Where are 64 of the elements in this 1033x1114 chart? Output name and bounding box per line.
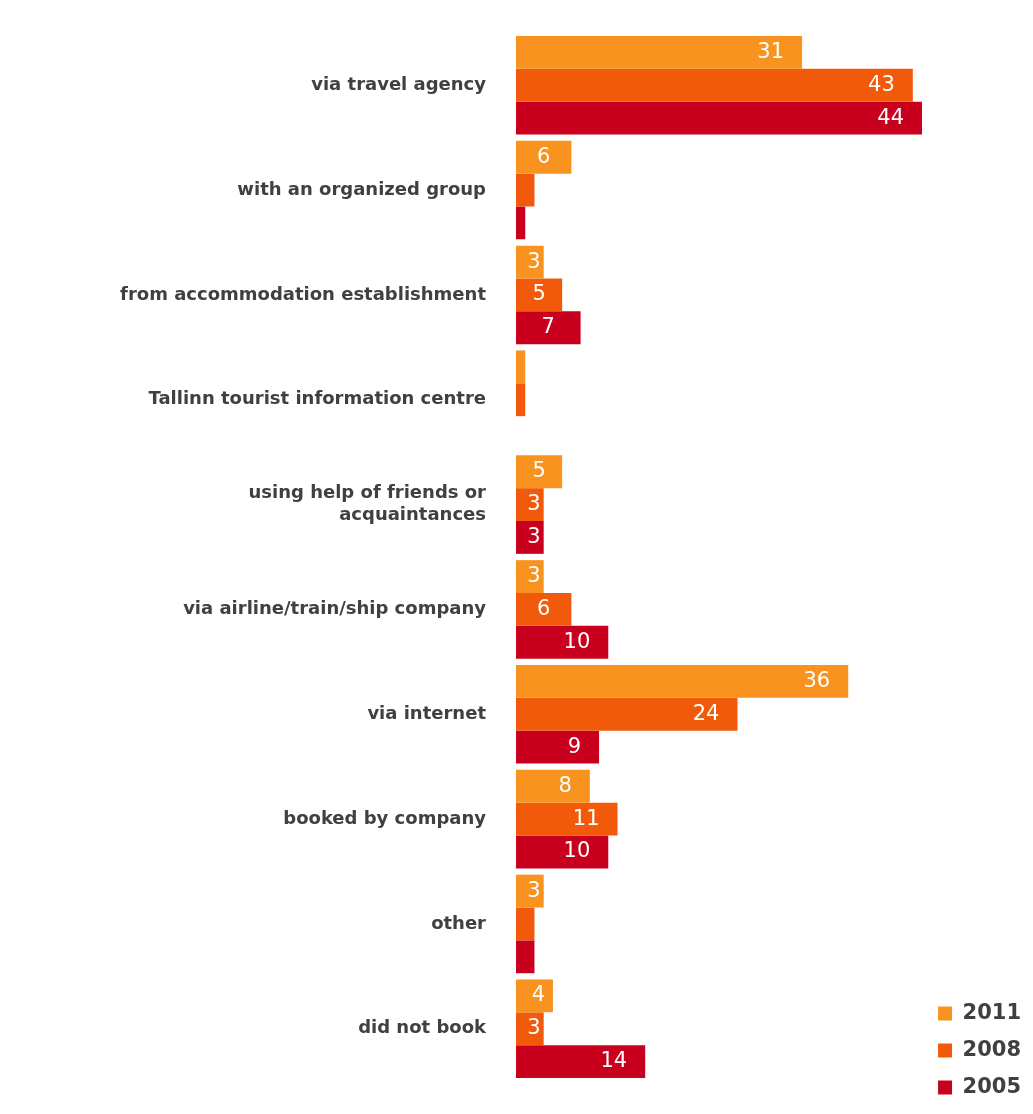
bar: [516, 206, 526, 240]
y-tick-label: from accommodation establishment: [120, 282, 487, 304]
data-label: 5: [532, 458, 546, 483]
bar: [516, 730, 600, 764]
y-tick-label: did not book: [358, 1016, 488, 1038]
data-label: 6: [537, 595, 551, 620]
data-label: 24: [692, 700, 720, 725]
bar: [516, 521, 544, 554]
data-label: 8: [558, 772, 572, 797]
data-label: 4: [531, 982, 546, 1007]
bar: [516, 593, 572, 626]
data-label: 31: [757, 38, 785, 63]
data-label: 3: [527, 523, 541, 548]
data-label: 36: [803, 667, 831, 692]
bar: [516, 1045, 646, 1079]
bar: [516, 140, 572, 174]
bar: [516, 560, 544, 593]
bar: [516, 907, 535, 941]
data-label: 3: [527, 491, 541, 516]
legend-label: 2011: [962, 999, 1022, 1024]
bar: [516, 835, 609, 869]
data-label: 5: [532, 281, 546, 306]
bar: [516, 769, 590, 803]
y-tick-label: via internet: [367, 701, 487, 723]
data-label: 3: [527, 563, 541, 588]
y-tick-label: via travel agency: [311, 72, 487, 94]
bar: [516, 488, 544, 522]
bar: [516, 940, 535, 974]
bar: [516, 383, 526, 417]
bar: [516, 664, 849, 698]
data-label: 7: [541, 314, 555, 339]
bar: [516, 455, 563, 489]
data-label: 44: [877, 104, 905, 129]
data-label: 10: [563, 838, 591, 863]
bar: [516, 311, 581, 345]
bar: [516, 68, 913, 102]
bar: [516, 278, 563, 312]
y-tick-label: other: [431, 911, 487, 933]
y-tick-label: Tallinn tourist information centre: [148, 387, 486, 409]
data-label: 9: [567, 733, 582, 758]
y-tick-label: using help of friends or acquaintances: [248, 481, 487, 525]
bar: [516, 101, 923, 135]
data-label: 3: [527, 1015, 541, 1040]
bar: [516, 802, 618, 836]
y-tick-label: booked by company: [283, 806, 487, 828]
bar: [516, 697, 738, 731]
bar: [516, 625, 609, 659]
y-tick-label: with an organized group: [237, 177, 487, 199]
data-label: 43: [868, 71, 895, 96]
bar: [516, 874, 544, 908]
data-label: 11: [572, 805, 600, 830]
bar: [516, 1012, 544, 1046]
data-label: 14: [600, 1048, 628, 1073]
legend-label: 2005: [962, 1073, 1022, 1098]
data-label: 10: [563, 628, 591, 653]
data-label: 3: [527, 877, 541, 902]
legend-label: 2008: [962, 1036, 1022, 1061]
y-tick-label: via airline/train/ship company: [183, 597, 487, 619]
bar: [516, 173, 535, 207]
data-label: 3: [527, 248, 541, 273]
bar: [516, 35, 803, 69]
data-label: 6: [537, 143, 551, 168]
bar: [516, 979, 553, 1013]
bar: [516, 350, 526, 384]
